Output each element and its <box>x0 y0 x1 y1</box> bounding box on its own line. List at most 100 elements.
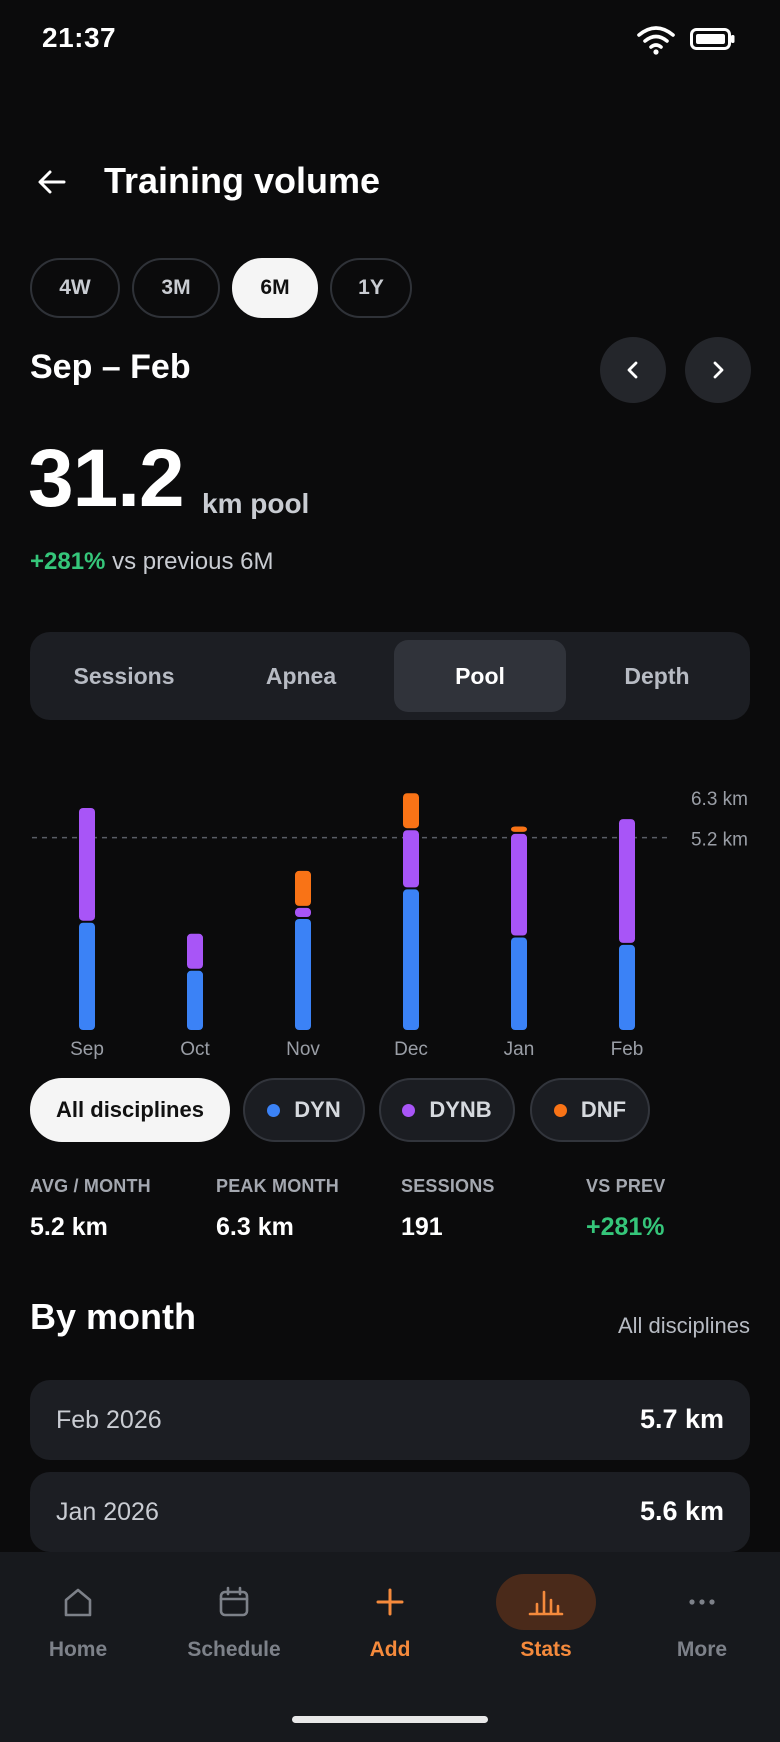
bar-segment-dynb <box>79 808 95 921</box>
reference-label: 6.3 km <box>691 789 748 810</box>
header: Training volume <box>0 150 780 216</box>
month-row[interactable]: Jan 2026 5.6 km <box>30 1472 750 1552</box>
bar-segment-dynb <box>619 819 635 943</box>
month-value: 5.6 km <box>640 1496 724 1527</box>
legend-chip-dynb[interactable]: DYNB <box>379 1078 515 1142</box>
bar-segment-dyn <box>187 971 203 1030</box>
home-indicator <box>292 1716 488 1723</box>
legend-chip-dyn[interactable]: DYN <box>243 1078 365 1142</box>
stat-value: +281% <box>586 1213 665 1242</box>
stat-peak-month: PEAK MONTH 6.3 km <box>216 1176 339 1242</box>
stat-label: VS PREV <box>586 1176 665 1197</box>
chevron-left-icon <box>622 359 644 381</box>
bar-segment-dnf <box>511 827 527 832</box>
bar-segment-dynb <box>295 908 311 917</box>
bar-segment-dyn <box>403 889 419 1030</box>
range-tab-1y[interactable]: 1Y <box>330 258 412 318</box>
x-tick-label: Jan <box>504 1039 535 1060</box>
metric-tab-apnea[interactable]: Apnea <box>216 640 386 712</box>
range-tabs: 4W 3M 6M 1Y <box>30 258 412 318</box>
range-tab-6m[interactable]: 6M <box>232 258 318 318</box>
more-dots-icon <box>684 1584 720 1620</box>
legend-chip-label: All disciplines <box>56 1097 204 1123</box>
dnf-dot-icon <box>554 1104 567 1117</box>
nav-home[interactable]: Home <box>0 1552 156 1702</box>
x-tick-label: Oct <box>180 1039 210 1060</box>
period-label: Sep – Feb <box>30 348 191 387</box>
bar-segment-dynb <box>403 830 419 887</box>
bar-segment-dnf <box>295 871 311 906</box>
status-bar: 21:37 <box>0 0 780 80</box>
bar-segment-dyn <box>511 938 527 1031</box>
range-tab-3m[interactable]: 3M <box>132 258 220 318</box>
month-row[interactable]: Feb 2026 5.7 km <box>30 1380 750 1460</box>
by-month-title: By month <box>30 1296 196 1338</box>
x-tick-label: Feb <box>611 1039 644 1060</box>
nav-label: More <box>624 1638 780 1662</box>
next-period-button[interactable] <box>685 337 751 403</box>
comparison-text: vs previous 6M <box>112 548 273 575</box>
status-time: 21:37 <box>42 22 116 54</box>
more-icon-wrap <box>652 1574 752 1630</box>
reference-label: 5.2 km <box>691 830 748 851</box>
legend-chip-dnf[interactable]: DNF <box>530 1078 650 1142</box>
legend-chip-label: DYNB <box>429 1097 491 1123</box>
comparison-change: +281% <box>30 548 105 575</box>
bar-segment-dyn <box>619 945 635 1030</box>
nav-stats[interactable]: Stats <box>468 1552 624 1702</box>
stat-value: 191 <box>401 1213 495 1242</box>
calendar-icon-wrap <box>184 1574 284 1630</box>
legend-chip-all[interactable]: All disciplines <box>30 1078 230 1142</box>
month-value: 5.7 km <box>640 1404 724 1435</box>
stat-label: AVG / MONTH <box>30 1176 151 1197</box>
legend-chip-label: DNF <box>581 1097 626 1123</box>
chevron-right-icon <box>707 359 729 381</box>
home-icon-wrap <box>28 1574 128 1630</box>
home-icon <box>60 1584 96 1620</box>
metric-tab-depth[interactable]: Depth <box>572 640 742 712</box>
comparison-line: +281% vs previous 6M <box>30 548 273 576</box>
plus-icon <box>372 1584 408 1620</box>
bar-segment-dnf <box>403 793 419 828</box>
previous-period-button[interactable] <box>600 337 666 403</box>
x-tick-label: Nov <box>286 1039 320 1060</box>
total-unit: km pool <box>202 488 309 520</box>
stat-value: 6.3 km <box>216 1213 339 1242</box>
stat-sessions: SESSIONS 191 <box>401 1176 495 1242</box>
plus-icon-wrap <box>340 1574 440 1630</box>
nav-schedule[interactable]: Schedule <box>156 1552 312 1702</box>
by-month-filter[interactable]: All disciplines <box>618 1313 750 1339</box>
page-title: Training volume <box>104 160 380 202</box>
bar-segment-dyn <box>295 919 311 1030</box>
nav-label: Schedule <box>156 1638 312 1662</box>
metric-tabs: Sessions Apnea Pool Depth <box>30 632 750 720</box>
dynb-dot-icon <box>402 1104 415 1117</box>
stat-vs-prev: VS PREV +281% <box>586 1176 665 1242</box>
stat-label: PEAK MONTH <box>216 1176 339 1197</box>
stat-value: 5.2 km <box>30 1213 151 1242</box>
metric-tab-sessions[interactable]: Sessions <box>38 640 210 712</box>
month-name: Jan 2026 <box>56 1498 159 1527</box>
nav-label: Home <box>0 1638 156 1662</box>
bar-segment-dynb <box>511 834 527 936</box>
bar-chart-icon-wrap <box>496 1574 596 1630</box>
nav-label: Add <box>312 1638 468 1662</box>
range-tab-4w[interactable]: 4W <box>30 258 120 318</box>
x-tick-label: Sep <box>70 1039 104 1060</box>
stat-label: SESSIONS <box>401 1176 495 1197</box>
metric-tab-pool[interactable]: Pool <box>394 640 566 712</box>
calendar-icon <box>216 1584 252 1620</box>
x-tick-label: Dec <box>394 1039 428 1060</box>
month-name: Feb 2026 <box>56 1406 162 1435</box>
wifi-icon <box>636 24 676 56</box>
nav-add[interactable]: Add <box>312 1552 468 1702</box>
nav-more[interactable]: More <box>624 1552 780 1702</box>
total-value: 31.2 <box>28 432 184 526</box>
bar-segment-dyn <box>79 923 95 1030</box>
bar-chart-icon <box>526 1584 566 1620</box>
back-arrow-icon[interactable] <box>34 164 70 200</box>
legend-chip-label: DYN <box>294 1097 340 1123</box>
summary-stats: AVG / MONTH 5.2 km PEAK MONTH 6.3 km SES… <box>30 1176 750 1246</box>
dyn-dot-icon <box>267 1104 280 1117</box>
volume-chart: 6.3 km 5.2 km Sep Oct Nov Dec Jan Feb <box>0 750 780 1070</box>
